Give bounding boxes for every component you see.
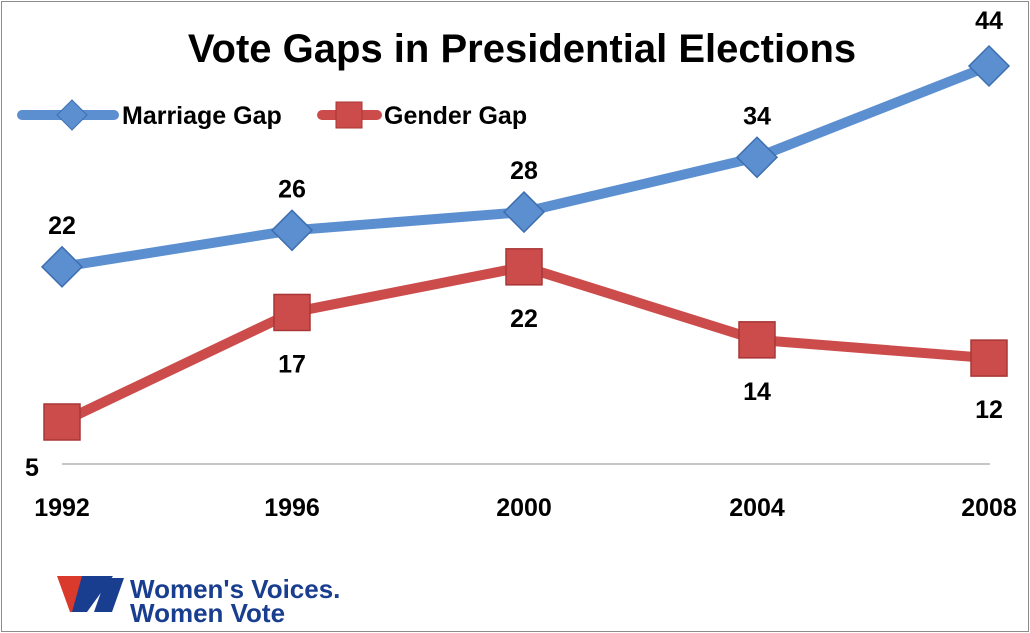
logo-v-right (72, 576, 113, 612)
marriage-gap-marker (502, 190, 546, 234)
legend-diamond-marker (56, 99, 88, 131)
marriage-gap-data-label: 34 (743, 102, 771, 130)
marriage-gap-data-label: 22 (48, 212, 76, 240)
marriage-gap-data-label: 44 (975, 7, 1003, 35)
gender-gap-data-label: 14 (743, 378, 771, 406)
x-tick-label: 2004 (729, 494, 785, 522)
gender-gap-marker (970, 339, 1008, 377)
x-tick-label: 2000 (496, 494, 552, 522)
gender-gap-marker (273, 293, 311, 332)
marriage-gap-data-label: 26 (278, 175, 306, 203)
logo-text-line2: Women Vote (130, 598, 285, 628)
marriage-gap-data-label: 28 (510, 157, 538, 185)
chart-title: Vote Gaps in Presidential Elections (188, 27, 856, 71)
x-tick-label: 1992 (34, 494, 90, 522)
marriage-gap-marker (735, 136, 779, 179)
x-tick-label: 2008 (961, 494, 1017, 522)
legend: Marriage Gap Gender Gap (17, 99, 527, 131)
logo-text-line1: Women's Voices. (130, 574, 340, 604)
x-tick-label: 1996 (264, 494, 320, 522)
legend-item-gender-gap: Gender Gap (317, 101, 527, 130)
data-labels: 22 26 28 34 44 5 17 22 14 12 (25, 7, 1003, 482)
legend-square-marker (335, 101, 363, 129)
marriage-gap-marker (967, 44, 1011, 88)
x-axis-ticks: 1992 1996 2000 2004 2008 (34, 494, 1017, 522)
gender-gap-marker (738, 321, 776, 359)
legend-label: Gender Gap (384, 102, 527, 130)
logo: Women's Voices. Women Vote (57, 574, 340, 628)
gender-gap-data-label: 22 (510, 305, 538, 333)
gender-gap-data-label: 5 (25, 454, 39, 482)
gender-gap-marker (43, 403, 81, 441)
legend-label: Marriage Gap (122, 102, 282, 130)
marriage-gap-marker (270, 209, 314, 252)
marriage-gap-marker (40, 245, 84, 288)
gender-gap-data-label: 17 (278, 350, 306, 378)
gender-gap-marker (505, 248, 543, 286)
series-layer (40, 44, 1011, 441)
gender-gap-line (57, 261, 994, 427)
legend-item-marriage-gap: Marriage Gap (17, 99, 282, 131)
logo-slash (94, 578, 124, 612)
gender-gap-data-label: 12 (975, 396, 1003, 424)
